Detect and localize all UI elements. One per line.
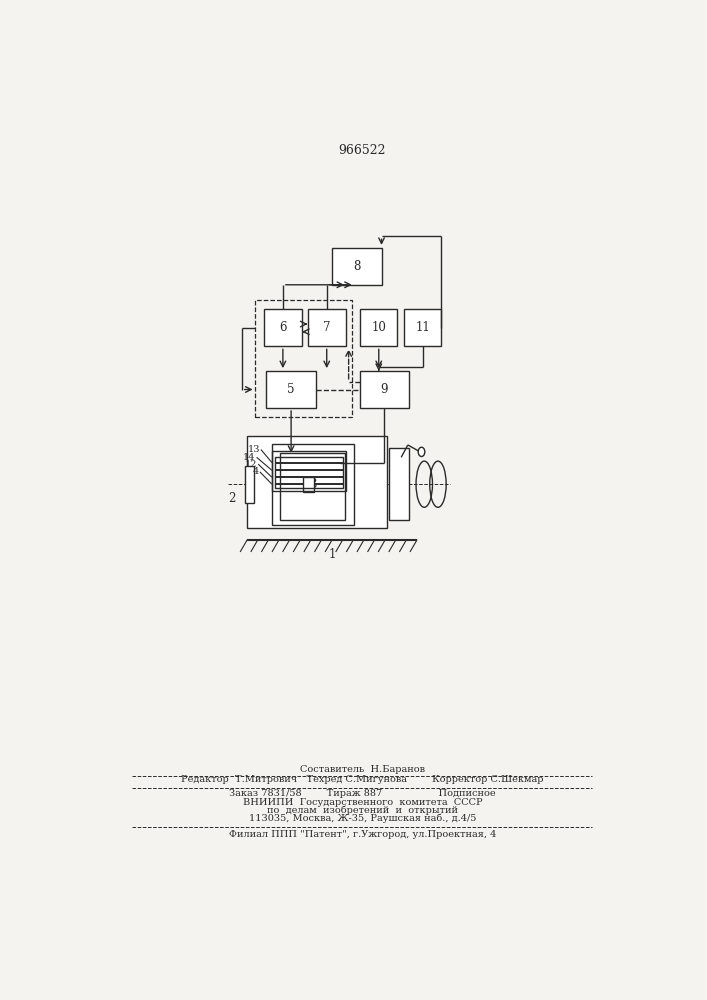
- Text: 10: 10: [371, 321, 386, 334]
- Bar: [404, 309, 441, 346]
- Text: 7: 7: [323, 321, 330, 334]
- Text: 11: 11: [415, 321, 430, 334]
- Text: 2: 2: [228, 492, 235, 505]
- Bar: [272, 451, 346, 491]
- Bar: [255, 300, 353, 417]
- Text: 1: 1: [329, 548, 336, 561]
- Text: Составитель  Н.Баранов: Составитель Н.Баранов: [300, 765, 425, 774]
- Bar: [389, 448, 409, 520]
- Circle shape: [419, 447, 425, 456]
- Bar: [264, 309, 302, 346]
- Bar: [245, 466, 255, 503]
- Text: 12: 12: [245, 460, 257, 469]
- Bar: [247, 436, 387, 528]
- Text: 14: 14: [243, 453, 255, 462]
- Text: Редактор  Т.Митрович   Техред С.Мигунова        Корректор С.Шекмар: Редактор Т.Митрович Техред С.Мигунова Ко…: [181, 775, 544, 784]
- Text: 6: 6: [279, 321, 286, 334]
- Text: Заказ 7831/58        Тираж 887                  Подписное: Заказ 7831/58 Тираж 887 Подписное: [229, 789, 496, 798]
- Bar: [308, 309, 346, 346]
- Text: ВНИИПИ  Государственного  комитета  СССР: ВНИИПИ Государственного комитета СССР: [243, 798, 482, 807]
- Bar: [332, 248, 382, 285]
- Text: 8: 8: [354, 260, 361, 273]
- Text: 3: 3: [309, 478, 317, 491]
- Bar: [360, 309, 397, 346]
- Bar: [272, 444, 354, 525]
- Bar: [275, 457, 343, 488]
- Text: 13: 13: [247, 445, 260, 454]
- Bar: [360, 371, 409, 408]
- Text: по  делам  изобретений  и  открытий: по делам изобретений и открытий: [267, 806, 458, 815]
- Text: Филиал ППП "Патент", г.Ужгород, ул.Проектная, 4: Филиал ППП "Патент", г.Ужгород, ул.Проек…: [228, 830, 496, 839]
- Text: 4: 4: [252, 467, 259, 476]
- Bar: [267, 371, 316, 408]
- Text: 5: 5: [287, 383, 295, 396]
- Bar: [303, 477, 314, 492]
- Text: 9: 9: [380, 383, 388, 396]
- Bar: [280, 453, 345, 520]
- Text: 113035, Москва, Ж-35, Раушская наб., д.4/5: 113035, Москва, Ж-35, Раушская наб., д.4…: [249, 814, 476, 823]
- Text: 966522: 966522: [339, 144, 386, 157]
